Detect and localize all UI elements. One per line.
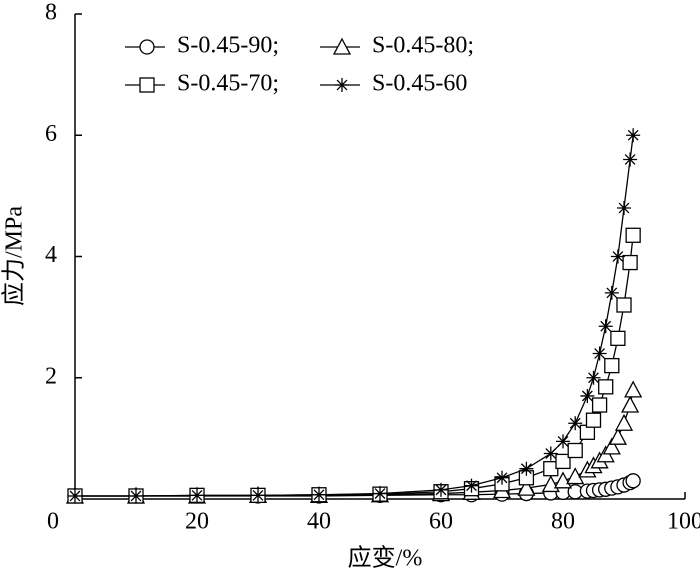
marker xyxy=(592,346,607,361)
marker xyxy=(614,413,634,431)
marker xyxy=(623,152,638,167)
marker xyxy=(464,478,479,493)
legend-label: S-0.45-60 xyxy=(372,71,467,97)
x-tick-label: 100 xyxy=(667,509,700,535)
legend-marker xyxy=(139,77,155,93)
marker xyxy=(543,446,558,461)
marker xyxy=(68,488,82,503)
marker xyxy=(625,227,641,243)
marker xyxy=(617,201,631,215)
y-tick-label: 2 xyxy=(45,363,57,389)
legend-label: S-0.45-70; xyxy=(177,71,279,97)
legend-marker xyxy=(332,37,352,55)
marker xyxy=(568,416,583,431)
marker xyxy=(517,478,536,496)
y-tick-label: 4 xyxy=(45,242,57,268)
marker xyxy=(555,453,571,470)
legend-marker xyxy=(139,39,155,55)
marker xyxy=(585,412,602,428)
marker xyxy=(580,388,595,403)
marker xyxy=(621,395,640,413)
x-axis-label: 应变/% xyxy=(348,545,423,572)
marker xyxy=(129,488,143,503)
marker xyxy=(495,470,509,485)
x-tick-label: 20 xyxy=(185,509,209,535)
marker xyxy=(519,461,534,476)
x-tick-label: 0 xyxy=(47,509,59,535)
marker xyxy=(616,297,632,313)
marker xyxy=(586,370,601,385)
x-tick-label: 40 xyxy=(307,509,331,535)
legend-label: S-0.45-90; xyxy=(177,33,279,59)
legend-label: S-0.45-80; xyxy=(372,33,474,59)
legend-marker xyxy=(335,78,349,92)
series-line xyxy=(75,135,634,497)
marker xyxy=(604,285,619,300)
marker xyxy=(190,488,204,503)
x-tick-label: 60 xyxy=(429,509,453,535)
marker xyxy=(312,487,326,502)
marker xyxy=(626,128,641,143)
y-tick-label: 8 xyxy=(45,0,57,26)
marker xyxy=(598,379,614,395)
y-axis-label: 应力/MPa xyxy=(1,206,28,306)
marker xyxy=(591,397,608,413)
marker xyxy=(622,254,638,271)
marker xyxy=(608,427,627,445)
marker xyxy=(624,380,643,398)
series-line xyxy=(75,235,634,497)
y-tick-label: 6 xyxy=(45,121,57,147)
x-tick-label: 80 xyxy=(551,509,575,535)
marker xyxy=(567,442,583,459)
marker xyxy=(610,330,626,346)
marker xyxy=(556,434,570,449)
marker xyxy=(604,357,620,374)
marker xyxy=(251,488,265,503)
marker xyxy=(602,437,621,455)
marker xyxy=(434,482,448,497)
marker xyxy=(373,486,387,501)
marker xyxy=(610,249,625,264)
marker xyxy=(598,319,613,334)
marker xyxy=(625,473,641,489)
